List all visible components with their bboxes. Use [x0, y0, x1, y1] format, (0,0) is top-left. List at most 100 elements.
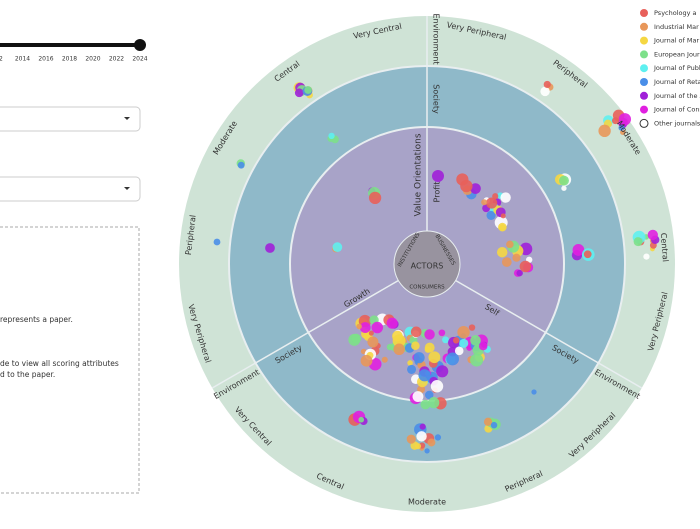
inner-title: Value Orientations [414, 133, 424, 216]
legend-swatch [640, 9, 648, 17]
paper-dot[interactable] [368, 191, 382, 204]
paper-dot[interactable] [392, 334, 406, 348]
paper-dot[interactable] [360, 354, 373, 367]
paper-dot[interactable] [543, 80, 551, 89]
paper-dot[interactable] [516, 269, 523, 277]
center-title: ACTORS [411, 262, 444, 271]
paper-dot[interactable] [470, 353, 484, 367]
legend-label: Industrial Mar [654, 23, 699, 31]
paper-dot[interactable] [598, 124, 611, 138]
paper-dot[interactable] [367, 336, 379, 348]
paper-dot[interactable] [442, 336, 449, 344]
paper-dot[interactable] [328, 132, 335, 140]
paper-dot[interactable] [618, 124, 625, 131]
paper-dot[interactable] [460, 179, 473, 193]
paper-dot[interactable] [424, 342, 435, 353]
paper-dot[interactable] [356, 323, 362, 330]
paper-dot[interactable] [407, 364, 417, 374]
paper-dot[interactable] [359, 322, 371, 333]
legend-swatch [639, 118, 649, 128]
paper-dot[interactable] [430, 380, 444, 393]
paper-dot[interactable] [501, 257, 512, 267]
paper-dot[interactable] [459, 338, 469, 348]
paper-dot[interactable] [427, 438, 436, 447]
paper-dot[interactable] [406, 434, 416, 444]
paper-dot[interactable] [410, 326, 422, 338]
paper-dot[interactable] [531, 389, 537, 395]
paper-dot[interactable] [407, 360, 413, 366]
paper-dot[interactable] [561, 185, 567, 191]
paper-dot[interactable] [633, 237, 643, 247]
paper-dot[interactable] [386, 317, 398, 329]
paper-dot[interactable] [351, 333, 362, 344]
paper-dot[interactable] [468, 324, 476, 331]
paper-dot[interactable] [496, 246, 508, 258]
paper-dot[interactable] [332, 242, 343, 252]
paper-dot[interactable] [446, 352, 459, 366]
paper-dot[interactable] [540, 86, 550, 97]
paper-dot[interactable] [519, 260, 532, 273]
paper-dot[interactable] [612, 117, 620, 125]
dropdown[interactable] [0, 176, 141, 202]
paper-dot[interactable] [490, 421, 498, 429]
paper-dot[interactable] [413, 352, 425, 364]
paper-dot[interactable] [419, 423, 426, 430]
paper-dot[interactable] [438, 329, 446, 337]
paper-dot[interactable] [420, 399, 431, 410]
paper-dot[interactable] [393, 343, 405, 356]
paper-dot[interactable] [412, 391, 424, 403]
paper-dot[interactable] [512, 253, 521, 262]
paper-dot[interactable] [470, 183, 481, 194]
paper-dot[interactable] [583, 250, 592, 259]
paper-dot[interactable] [486, 210, 496, 220]
paper-dot[interactable] [434, 434, 442, 441]
paper-dot[interactable] [424, 390, 434, 400]
actor-label: CONSUMERS [409, 285, 445, 291]
paper-dot[interactable] [237, 161, 245, 169]
paper-dot[interactable] [414, 443, 422, 450]
paper-dot[interactable] [500, 192, 511, 203]
paper-dot[interactable] [572, 244, 585, 256]
paper-dot[interactable] [647, 229, 658, 241]
radial-label: Environment [432, 13, 441, 64]
paper-dot[interactable] [425, 370, 431, 376]
paper-dot[interactable] [492, 193, 499, 200]
paper-dot[interactable] [483, 417, 493, 426]
paper-dot[interactable] [457, 326, 470, 339]
paper-dot[interactable] [643, 253, 650, 260]
paper-dot[interactable] [618, 113, 632, 126]
sector-label: Profit [433, 182, 442, 203]
slider-knob[interactable] [134, 39, 146, 51]
paper-dot[interactable] [265, 243, 275, 253]
paper-dot[interactable] [371, 321, 384, 334]
paper-dot[interactable] [381, 356, 388, 363]
dropdown[interactable] [0, 106, 141, 132]
paper-dot[interactable] [358, 416, 365, 423]
paper-dot[interactable] [481, 199, 488, 206]
dropdown-arrow [124, 117, 130, 120]
paper-dot[interactable] [428, 397, 440, 409]
paper-dot[interactable] [386, 343, 394, 351]
paper-dot[interactable] [478, 341, 488, 351]
paper-dot[interactable] [486, 197, 498, 209]
paper-dot[interactable] [436, 365, 449, 378]
paper-dot[interactable] [558, 175, 569, 186]
paper-dot[interactable] [506, 240, 514, 249]
paper-dot[interactable] [454, 346, 464, 356]
paper-dot[interactable] [470, 335, 481, 346]
paper-dot[interactable] [368, 330, 374, 336]
paper-dot[interactable] [428, 351, 441, 364]
paper-dot[interactable] [424, 329, 435, 340]
paper-dot[interactable] [304, 86, 312, 94]
paper-dot[interactable] [294, 88, 304, 98]
paper-dot[interactable] [424, 448, 430, 454]
paper-dot[interactable] [213, 238, 221, 246]
paper-dot[interactable] [432, 170, 444, 182]
paper-dot[interactable] [416, 431, 427, 442]
legend-label: Journal of Reta [653, 78, 700, 86]
slider-tick: 12 [0, 56, 3, 63]
paper-dot[interactable] [411, 341, 420, 351]
paper-dot[interactable] [500, 213, 506, 219]
paper-dot[interactable] [498, 222, 507, 232]
paper-dot[interactable] [452, 337, 460, 344]
